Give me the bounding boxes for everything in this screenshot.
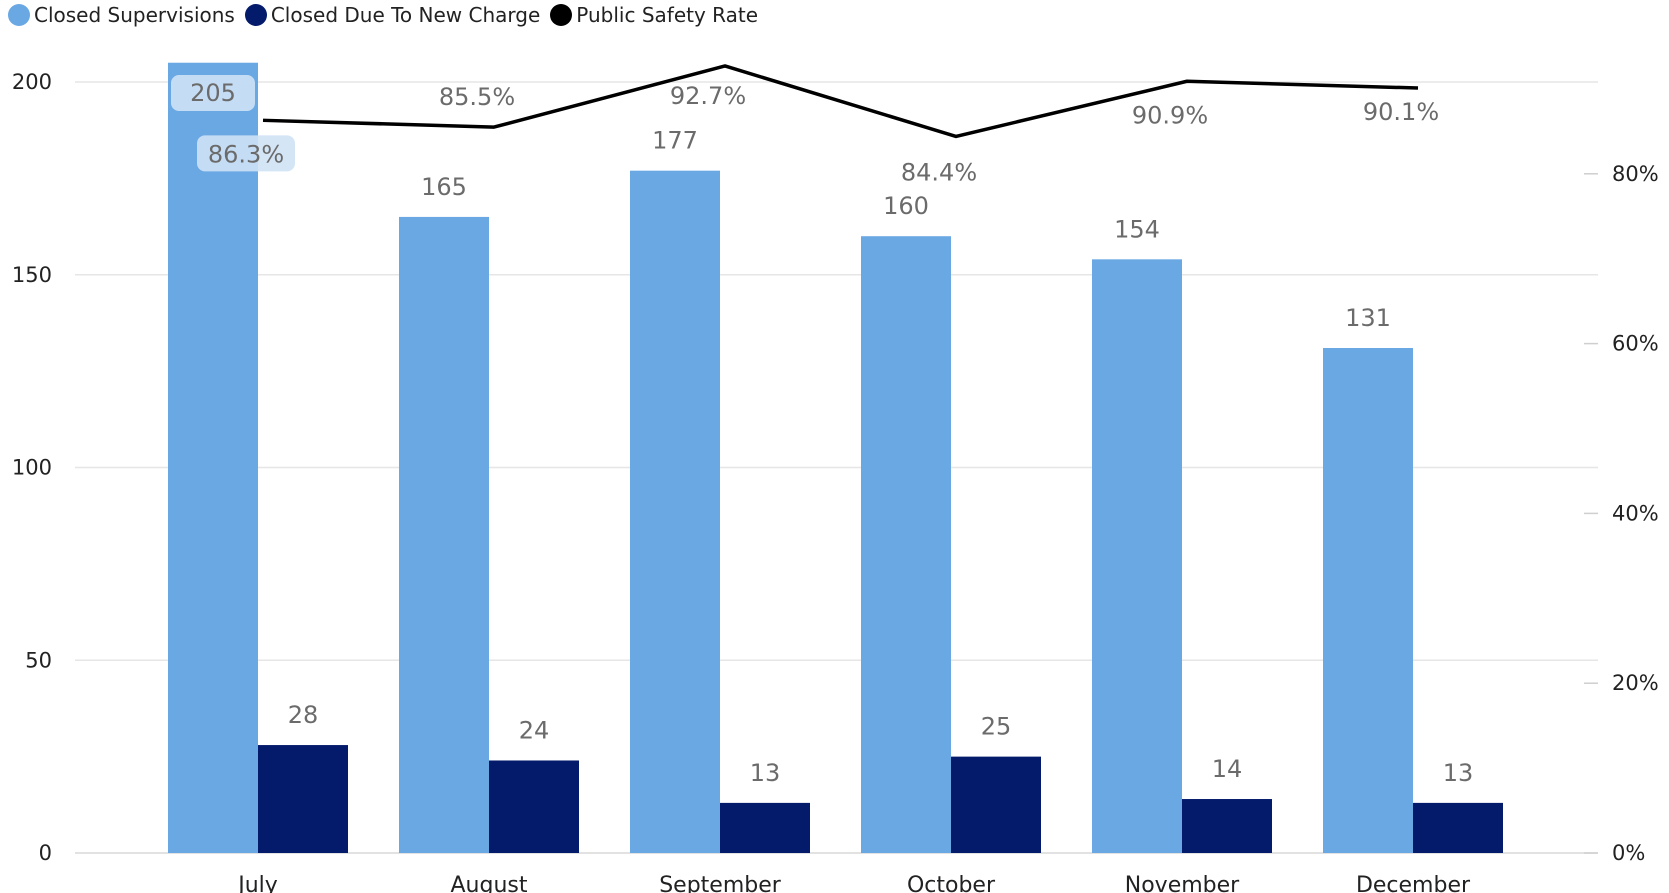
bar-closed-supervisions[interactable]	[861, 236, 951, 853]
point-public-safety-rate[interactable]	[1413, 83, 1423, 93]
legend-swatch-closed-supervisions	[8, 4, 30, 26]
y-left-tick-label: 150	[12, 263, 52, 287]
y-left-tick-label: 200	[12, 70, 52, 94]
legend-label-closed-due-to-new-charge: Closed Due To New Charge	[270, 3, 541, 27]
y-right-tick-label: 40%	[1612, 501, 1659, 525]
data-label-closed-supervisions: 165	[421, 173, 467, 201]
point-public-safety-rate[interactable]	[720, 61, 730, 71]
x-category-label: August	[451, 873, 528, 893]
data-label-closed-supervisions: 205	[190, 79, 236, 107]
data-label-closed-supervisions: 177	[652, 127, 698, 155]
data-label-closed-due-to-new-charge: 28	[288, 701, 319, 729]
bar-closed-due-to-new-charge[interactable]	[1413, 802, 1503, 853]
bar-closed-supervisions[interactable]	[1323, 347, 1413, 853]
x-category-label: September	[659, 873, 782, 893]
point-public-safety-rate[interactable]	[1182, 76, 1192, 86]
y-right-tick-label: 0%	[1612, 841, 1645, 865]
y-right-tick-label: 80%	[1612, 162, 1659, 186]
y-right-tick-label: 20%	[1612, 671, 1659, 695]
data-label-bg	[171, 75, 255, 111]
bar-closed-due-to-new-charge[interactable]	[951, 756, 1041, 853]
data-label-public-safety-rate: 86.3%	[208, 140, 284, 168]
legend-swatch-closed-due-to-new-charge	[244, 4, 267, 26]
data-label-closed-due-to-new-charge: 14	[1212, 755, 1243, 783]
point-public-safety-rate[interactable]	[489, 122, 499, 132]
bar-closed-supervisions[interactable]	[168, 62, 258, 854]
x-category-label: October	[907, 873, 996, 893]
legend-swatch-public-safety-rate	[550, 4, 573, 26]
data-label-closed-supervisions: 160	[883, 192, 929, 220]
legend-item-closed-due-to-new-charge[interactable]: Closed Due To New Charge	[244, 3, 541, 27]
data-label-public-safety-rate: 84.4%	[901, 158, 977, 186]
bar-closed-supervisions[interactable]	[1092, 259, 1182, 854]
legend-label-closed-supervisions: Closed Supervisions	[34, 3, 235, 27]
legend: Closed Supervisions Closed Due To New Ch…	[8, 2, 768, 28]
y-right-tick-label: 60%	[1612, 332, 1659, 356]
point-public-safety-rate[interactable]	[951, 131, 961, 141]
data-label-closed-due-to-new-charge: 13	[750, 759, 781, 787]
data-label-public-safety-rate: 90.9%	[1132, 101, 1208, 129]
x-category-label: December	[1356, 873, 1471, 893]
bar-closed-supervisions[interactable]	[630, 170, 720, 854]
legend-item-public-safety-rate[interactable]: Public Safety Rate	[550, 3, 758, 27]
bar-closed-supervisions[interactable]	[399, 216, 489, 854]
data-label-public-safety-rate: 90.1%	[1363, 98, 1439, 126]
line-public-safety-rate	[262, 64, 1419, 139]
bar-closed-due-to-new-charge[interactable]	[720, 802, 810, 853]
data-label-bg	[197, 135, 295, 172]
data-label-closed-supervisions: 131	[1345, 304, 1391, 332]
y-left-tick-label: 0	[39, 841, 52, 865]
data-label-public-safety-rate: 92.7%	[670, 82, 746, 110]
y-left-tick-label: 100	[12, 456, 52, 480]
y-left-tick-label: 50	[25, 648, 52, 672]
data-label-public-safety-rate: 85.5%	[439, 83, 515, 111]
bar-closed-due-to-new-charge[interactable]	[1182, 799, 1272, 853]
legend-label-public-safety-rate: Public Safety Rate	[576, 3, 759, 27]
x-category-label: November	[1125, 873, 1240, 893]
bar-closed-due-to-new-charge[interactable]	[258, 745, 348, 853]
data-label-closed-due-to-new-charge: 13	[1443, 759, 1474, 787]
bar-closed-due-to-new-charge[interactable]	[489, 760, 579, 853]
data-label-closed-due-to-new-charge: 25	[981, 713, 1012, 741]
legend-item-closed-supervisions[interactable]: Closed Supervisions	[8, 3, 235, 27]
point-public-safety-rate[interactable]	[258, 115, 268, 125]
x-category-label: July	[236, 873, 278, 893]
data-label-closed-due-to-new-charge: 24	[519, 716, 550, 744]
data-label-closed-supervisions: 154	[1114, 215, 1160, 243]
